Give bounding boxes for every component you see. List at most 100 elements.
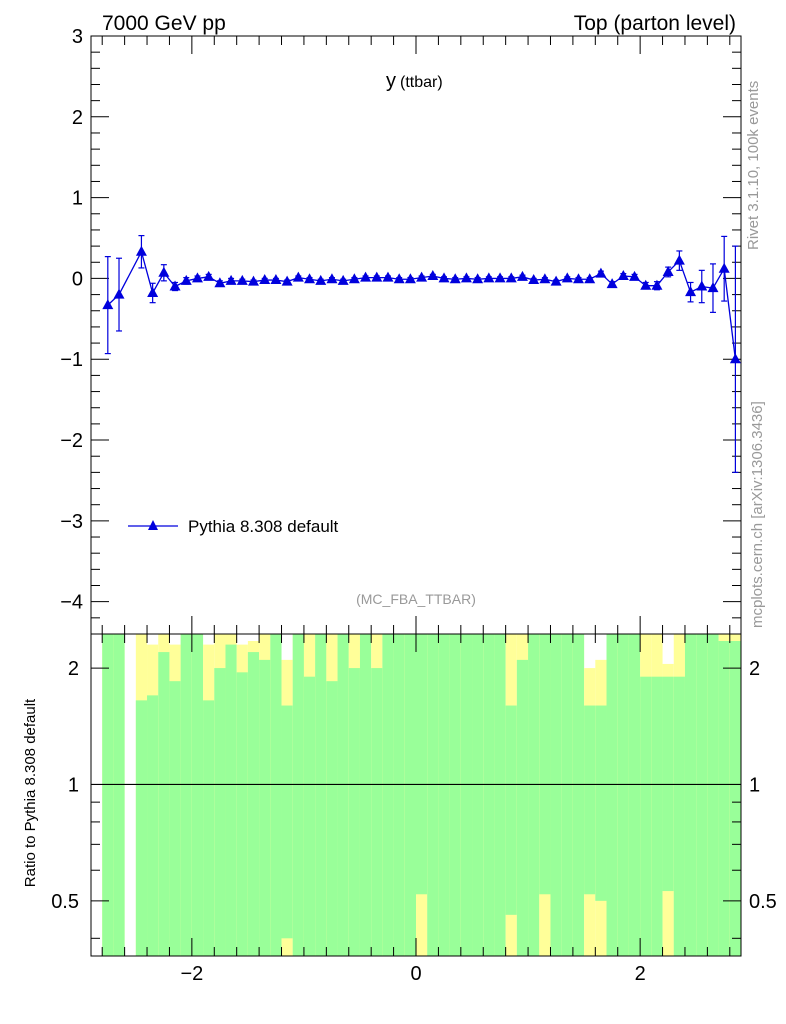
ratio-band-inner xyxy=(707,634,719,956)
ratio-band-inner xyxy=(640,676,652,956)
legend: Pythia 8.308 default xyxy=(128,517,339,536)
ratio-bands xyxy=(102,634,741,956)
header-left: 7000 GeV pp xyxy=(102,12,226,35)
data-point xyxy=(348,273,360,284)
data-point xyxy=(483,272,495,283)
data-point xyxy=(729,353,741,364)
ratio-band-inner xyxy=(516,659,529,956)
ratio-band-inner xyxy=(158,652,170,956)
ratio-band-inner xyxy=(528,634,540,956)
data-point xyxy=(685,286,697,297)
ratio-band-inner xyxy=(483,634,495,956)
data-point xyxy=(460,272,472,283)
ratio-band-inner xyxy=(337,634,349,956)
data-point xyxy=(427,270,439,281)
ratio-band-inner xyxy=(584,705,596,895)
ratio-band-inner xyxy=(673,676,685,956)
data-point xyxy=(617,270,629,281)
data-point xyxy=(584,273,596,284)
data-point xyxy=(595,267,607,278)
ratio-band-inner xyxy=(729,640,741,956)
main-frame xyxy=(90,35,742,635)
ratio-band-inner xyxy=(371,668,383,956)
data-point xyxy=(696,280,708,291)
data-point xyxy=(326,273,338,284)
data-point xyxy=(147,286,159,297)
ratio-band-inner xyxy=(651,676,663,956)
ratio-band-inner xyxy=(135,700,148,956)
data-point xyxy=(640,279,652,290)
ratio-band-inner xyxy=(404,634,416,956)
data-point xyxy=(315,274,327,285)
ratio-band-inner xyxy=(684,634,697,956)
ratio-band-inner xyxy=(147,695,159,956)
data-point xyxy=(393,273,405,284)
data-point xyxy=(528,274,540,285)
data-point xyxy=(158,266,170,277)
main-ytick-label: 0 xyxy=(72,268,83,290)
ratio-band-inner xyxy=(247,652,260,956)
data-point xyxy=(169,280,181,291)
data-point xyxy=(180,274,192,285)
ratio-band-inner xyxy=(359,634,372,956)
main-ytick-label: −1 xyxy=(60,349,83,371)
main-ytick-label: −4 xyxy=(60,592,83,614)
ratio-ylabel: Ratio to Pythia 8.308 default xyxy=(22,698,39,887)
data-point xyxy=(494,272,506,283)
data-point xyxy=(292,271,304,282)
data-point xyxy=(225,274,237,285)
data-point xyxy=(707,282,719,293)
main-plot: −4 −3 −2 −1 0 1 2 3 −2 0 2 0.5 0.5 1 1 2 2 xyxy=(51,26,777,985)
data-point xyxy=(281,275,293,286)
ratio-band-inner xyxy=(348,668,360,956)
data-point xyxy=(505,272,517,283)
legend-marker xyxy=(148,520,158,530)
data-point xyxy=(214,277,226,288)
data-point xyxy=(651,279,663,290)
ratio-band-inner xyxy=(494,634,506,956)
data-point xyxy=(371,271,383,282)
main-ytick-label: 1 xyxy=(72,188,83,210)
data-point xyxy=(629,270,641,281)
ratio-band-inner xyxy=(393,634,405,956)
data-point xyxy=(135,245,147,256)
data-point xyxy=(248,275,259,286)
data-point xyxy=(404,273,416,284)
data-point xyxy=(550,275,562,286)
data-point xyxy=(673,254,685,265)
ratio-band-inner xyxy=(718,640,730,956)
data-point xyxy=(203,270,215,281)
data-point xyxy=(573,273,584,284)
ratio-band-inner xyxy=(539,634,551,895)
data-point xyxy=(561,272,573,283)
ratio-band-inner xyxy=(382,634,394,956)
analysis-label: (MC_FBA_TTBAR) xyxy=(356,591,476,607)
ratio-ytick-label: 2 xyxy=(68,658,79,680)
main-ytick-label: 3 xyxy=(72,26,83,48)
data-point xyxy=(113,288,125,299)
ratio-band-inner xyxy=(225,644,237,956)
ratio-band-inner xyxy=(617,634,629,956)
ratio-band-inner xyxy=(628,634,641,956)
ratio-band-inner xyxy=(259,659,271,956)
data-point xyxy=(236,274,248,285)
data-point xyxy=(472,273,484,284)
ratio-band-inner xyxy=(505,705,517,915)
data-point xyxy=(516,270,528,281)
data-point xyxy=(382,271,394,282)
header-right: Top (parton level) xyxy=(574,12,736,35)
rivet-version: Rivet 3.1.10, 100k events xyxy=(745,81,762,250)
data-point xyxy=(102,299,114,310)
ratio-band-inner xyxy=(438,634,450,956)
ratio-xtick-label: −2 xyxy=(180,963,203,985)
data-point xyxy=(416,271,428,282)
ratio-band-inner xyxy=(113,634,125,956)
ratio-band-inner xyxy=(449,634,461,956)
data-point xyxy=(662,265,674,276)
ratio-band-inner xyxy=(214,668,226,956)
data-point xyxy=(718,262,730,273)
ratio-band-inner xyxy=(270,634,282,956)
ratio-ytick-label-right: 2 xyxy=(749,658,760,680)
main-ytick-label: −2 xyxy=(60,430,83,452)
